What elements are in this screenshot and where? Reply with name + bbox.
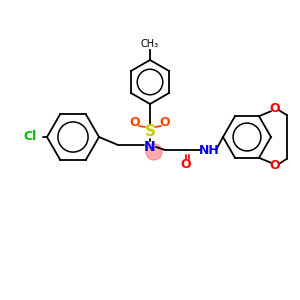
Text: O: O [181, 158, 191, 170]
Text: N: N [144, 140, 156, 154]
Text: O: O [160, 116, 170, 128]
Text: Cl: Cl [24, 130, 37, 143]
Text: S: S [145, 124, 155, 140]
Text: O: O [130, 116, 140, 128]
Text: NH: NH [199, 143, 219, 157]
Text: O: O [270, 159, 280, 172]
Text: CH₃: CH₃ [141, 39, 159, 49]
Circle shape [146, 144, 162, 160]
Text: O: O [270, 102, 280, 115]
